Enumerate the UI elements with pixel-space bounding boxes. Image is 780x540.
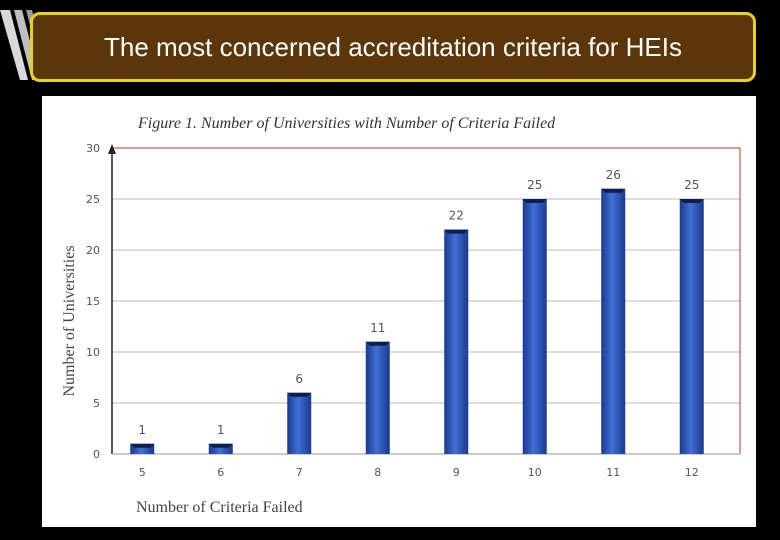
bar-chart: Figure 1. Number of Universities with Nu…	[61, 115, 741, 516]
axes	[108, 144, 741, 455]
bar-cap	[601, 188, 626, 193]
x-tick-label: 7	[296, 466, 303, 479]
bar-cap	[287, 392, 312, 397]
bars	[130, 188, 704, 455]
figure-panel: Figure 1. Number of Universities with Nu…	[42, 96, 756, 527]
data-label: 25	[527, 178, 542, 192]
chart-title: Figure 1. Number of Universities with Nu…	[137, 115, 556, 132]
data-label: 11	[370, 321, 385, 335]
x-tick-label: 9	[453, 466, 460, 479]
x-tick-label: 8	[374, 466, 381, 479]
data-label: 26	[606, 168, 621, 182]
bar-cap	[365, 341, 390, 346]
data-label: 1	[217, 423, 225, 437]
y-axis-arrow	[108, 144, 116, 154]
bar-cap	[679, 199, 704, 203]
y-tick-label: 10	[86, 346, 100, 359]
x-tick-label: 6	[217, 466, 224, 479]
y-tick-label: 0	[93, 448, 100, 461]
y-tick-label: 25	[86, 193, 100, 206]
bar	[130, 443, 155, 454]
data-label: 6	[295, 372, 303, 386]
y-tick-label: 15	[86, 295, 100, 308]
x-tick-label: 5	[139, 466, 146, 479]
y-axis-title: Number of Universities	[61, 245, 78, 396]
bar	[444, 229, 469, 454]
bar	[601, 188, 626, 455]
slide-title: The most concerned accreditation criteri…	[103, 31, 683, 62]
title-banner: The most concerned accreditation criteri…	[30, 12, 756, 82]
bar-cap	[208, 443, 233, 448]
bar-cap	[522, 199, 547, 203]
bar	[287, 392, 312, 454]
x-tick-label: 12	[685, 466, 699, 479]
data-label: 1	[138, 423, 146, 437]
data-label: 22	[449, 209, 464, 223]
bar	[208, 443, 233, 454]
y-tick-label: 30	[86, 142, 100, 155]
bar	[679, 199, 704, 454]
y-tick-label: 20	[86, 244, 100, 257]
bar-cap	[130, 443, 155, 448]
x-axis-title: Number of Criteria Failed	[136, 499, 303, 516]
bar	[365, 341, 390, 454]
data-label: 25	[684, 178, 699, 192]
gridlines	[112, 147, 740, 404]
bar	[522, 199, 547, 454]
bar-cap	[444, 229, 469, 234]
y-tick-label: 5	[93, 397, 100, 410]
x-tick-label: 11	[606, 466, 620, 479]
x-tick-label: 10	[528, 466, 542, 479]
